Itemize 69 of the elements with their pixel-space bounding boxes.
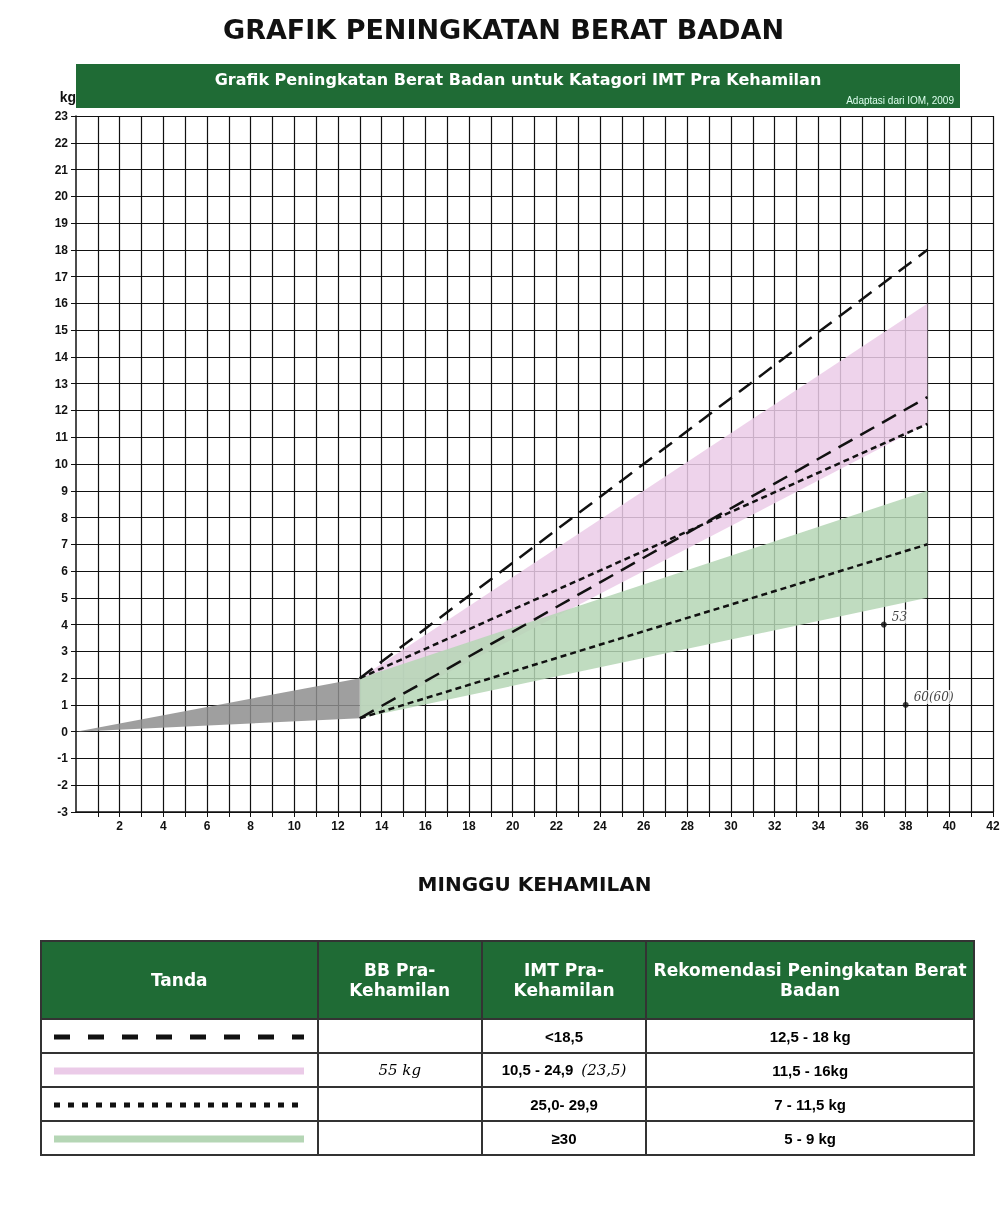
y-tick-label: 19 (54, 216, 69, 231)
text: 7 - 11,5 kg (646, 1087, 974, 1121)
text: ≥30 (551, 1129, 577, 1147)
x-tick-label: 6 (203, 819, 211, 833)
y-tick-label: 11 (55, 430, 69, 445)
y-tick-label: 10 (54, 457, 69, 471)
y-tick-label: 22 (54, 135, 69, 150)
x-tick-label: 18 (462, 819, 476, 833)
text: 10,5 - 24,9 (501, 1061, 574, 1078)
y-tick-label: 6 (61, 564, 69, 579)
text: IMT Pra-Kehamilan (481, 941, 647, 1019)
y-tick-label: 16 (54, 296, 69, 311)
y-tick-label: 7 (61, 537, 69, 552)
chart-subtitle: Grafik Peningkatan Berat Badan untuk Katagori IMT Pra Kehamilan (213, 70, 823, 89)
y-tick-label: 15 (54, 323, 69, 338)
y-tick-label: 4 (61, 617, 69, 632)
y-tick-label: 1 (61, 697, 69, 712)
y-tick-label: 23 (54, 109, 69, 123)
y-tick-label: -2 (57, 778, 69, 793)
y-tick-label: 0 (61, 724, 69, 739)
chart-title: GRAFIK PENINGKATAN BERAT BADAN (221, 14, 785, 45)
text: Tanda (41, 941, 318, 1019)
y-tick-label: -3 (57, 805, 69, 819)
text: 25,0- 29,9 (530, 1095, 598, 1113)
y-tick-label: 21 (54, 162, 69, 177)
y-tick-label: 3 (61, 644, 69, 659)
x-tick-label: 40 (942, 819, 957, 833)
x-tick-label: 36 (855, 819, 869, 833)
x-tick-label: 16 (418, 819, 433, 833)
y-axis-title: kg (59, 89, 76, 105)
text: 55 kg (317, 1053, 482, 1087)
x-tick-label: 24 (593, 819, 607, 833)
y-tick-label: 20 (54, 189, 69, 204)
x-tick-label: 28 (680, 819, 695, 833)
x-tick-label: 2 (116, 819, 124, 833)
x-tick-label: 34 (811, 819, 826, 833)
text: (23,5) (581, 1061, 627, 1079)
x-tick-label: 32 (767, 819, 782, 833)
y-tick-label: 14 (54, 349, 69, 364)
y-tick-label: 9 (61, 483, 69, 498)
x-tick-label: 26 (636, 819, 651, 833)
x-tick-label: 38 (898, 819, 913, 833)
y-tick-label: 12 (54, 403, 69, 418)
x-tick-label: 4 (159, 819, 167, 833)
y-tick-label: -1 (57, 751, 69, 766)
y-tick-label: 8 (61, 510, 69, 525)
annotation: 53 (891, 609, 908, 624)
y-tick-label: 17 (54, 269, 69, 284)
x-tick-label: 22 (549, 819, 564, 833)
text: 5 - 9 kg (646, 1121, 974, 1155)
text: <18,5 (545, 1027, 584, 1045)
text: 11,5 - 16kg (646, 1053, 974, 1087)
x-tick-label: 30 (724, 819, 738, 833)
x-tick-label: 10 (287, 819, 302, 833)
text: 12,5 - 18 kg (646, 1019, 974, 1053)
x-tick-label: 20 (505, 819, 520, 833)
annotation: 60(60) (913, 689, 954, 704)
text: Adaptasi dari IOM, 2009 (846, 95, 954, 106)
x-tick-label: 42 (986, 819, 1000, 833)
x-axis-title: MINGGU KEHAMILAN (417, 872, 652, 896)
y-tick-label: 2 (61, 671, 69, 686)
y-tick-label: 13 (54, 376, 69, 391)
x-tick-label: 8 (247, 819, 255, 833)
y-tick-label: 5 (61, 590, 69, 605)
x-tick-label: 14 (374, 819, 389, 833)
y-tick-label: 18 (54, 242, 69, 257)
x-tick-label: 12 (331, 819, 345, 833)
text: Rekomendasi Peningkatan Berat Badan (646, 941, 974, 1019)
text: BB Pra-Kehamilan (317, 941, 482, 1019)
